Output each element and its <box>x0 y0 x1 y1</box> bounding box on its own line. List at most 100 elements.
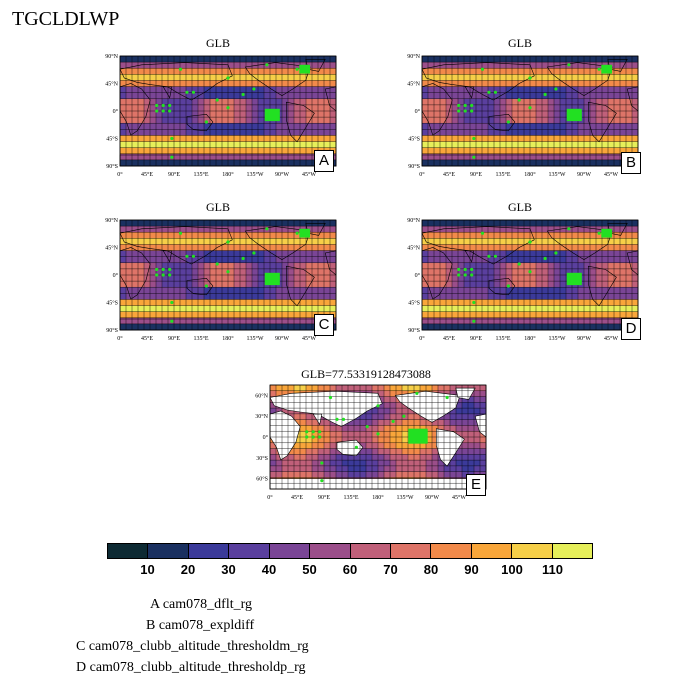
lon-tick-label: 180° <box>222 335 234 342</box>
colorbar-tick-label: 90 <box>464 562 479 577</box>
lat-tick-label: 45°S <box>408 300 420 307</box>
lon-tick-label: 0° <box>419 335 425 342</box>
lat-tick-label: 45°N <box>407 81 420 88</box>
panel-e-title: GLB=77.53319128473088 <box>301 367 431 381</box>
colorbar-tick-label: 30 <box>221 562 236 577</box>
lon-tick-label: 0° <box>267 494 273 501</box>
lat-tick-label: 45°N <box>105 81 118 88</box>
lon-tick-label: 135°W <box>548 171 565 178</box>
lon-tick-label: 135°E <box>495 335 510 342</box>
colorbar-swatch <box>108 544 149 558</box>
colorbar-swatch <box>350 544 391 558</box>
lon-tick-label: 45°E <box>291 494 303 501</box>
colorbar-tick-label: 110 <box>542 562 563 577</box>
colorbar-tick-label: 10 <box>140 562 155 577</box>
lat-tick-label: 30°S <box>256 455 268 462</box>
lat-tick-label: 30°N <box>255 413 268 420</box>
colorbar <box>107 543 593 559</box>
lat-tick-label: 90°N <box>105 218 118 224</box>
colorbar-tick-label: 40 <box>261 562 277 577</box>
lon-tick-label: 45°W <box>604 335 618 342</box>
panel-d-map: 90°N45°N0°45°S90°S0° 45°E 90°E 135°E 180° 135… <box>407 218 639 342</box>
colorbar-swatch <box>471 544 513 558</box>
lat-tick-label: 90°N <box>407 218 420 224</box>
lat-tick-label: 90°S <box>408 163 420 170</box>
panel-c-title: GLB <box>206 200 230 214</box>
lon-tick-label: 90°E <box>470 171 482 178</box>
lon-tick-label: 45°E <box>141 171 153 178</box>
colorbar-swatch <box>269 544 311 558</box>
lat-tick-label: 90°N <box>105 54 118 60</box>
colorbar-tick-label: 80 <box>423 562 439 577</box>
panel-b-map: 90°N45°N0°45°S90°S0° 45°E 90°E 135°E 180° 135… <box>407 54 639 178</box>
lon-tick-label: 135°E <box>343 494 358 501</box>
panel-e-map: 60°N 30°N 0° 30°S 60°S 0° 45°E 90°E 135°E 180° 135… <box>255 384 487 501</box>
lat-tick-label: 90°S <box>106 163 118 170</box>
lon-tick-label: 45°W <box>604 171 618 178</box>
lat-tick-label: 90°N <box>407 54 420 60</box>
lon-tick-label: 90°W <box>577 335 591 342</box>
lat-tick-label: 60°S <box>256 476 268 483</box>
lon-tick-label: 135°W <box>246 335 263 342</box>
lon-tick-label: 0° <box>117 171 123 178</box>
legend-item-c: C cam078_clubb_altitude_thresholdm_rg <box>76 639 309 654</box>
lat-tick-label: 0° <box>113 108 119 115</box>
lat-tick-label: 0° <box>113 272 119 279</box>
lon-tick-label: 90°E <box>168 171 180 178</box>
lon-tick-label: 90°W <box>425 494 439 501</box>
panel-d-title: GLB <box>508 200 532 214</box>
figure-title: TGCLDLWP <box>12 8 120 30</box>
lon-tick-label: 180° <box>524 335 536 342</box>
panel-e-letter: E <box>466 474 486 496</box>
colorbar-tick-label: 100 <box>501 562 523 577</box>
lon-tick-label: 90°W <box>275 335 289 342</box>
panel-c-map: 90°N45°N0°45°S90°S0° 45°E 90°E 135°E 180° 135… <box>105 218 337 342</box>
lat-tick-label: 45°N <box>105 245 118 252</box>
lon-tick-label: 135°E <box>495 171 510 178</box>
lon-tick-label: 135°E <box>193 171 208 178</box>
lat-tick-label: 0° <box>263 434 269 441</box>
lat-tick-label: 45°N <box>407 245 420 252</box>
colorbar-swatch <box>310 544 351 558</box>
colorbar-swatch <box>431 544 472 558</box>
panel-b-title: GLB <box>508 36 532 50</box>
lon-tick-label: 90°W <box>577 171 591 178</box>
colorbar-tick-label: 50 <box>302 562 317 577</box>
colorbar-tick-label: 60 <box>342 562 358 577</box>
colorbar-swatch <box>390 544 432 558</box>
panel-a-title: GLB <box>206 36 230 50</box>
colorbar-swatch <box>229 544 270 558</box>
lat-tick-label: 90°S <box>106 327 118 334</box>
colorbar-tick-label: 20 <box>180 562 196 577</box>
colorbar-swatch <box>552 544 593 558</box>
lon-tick-label: 90°E <box>318 494 330 501</box>
lat-tick-label: 0° <box>415 108 421 115</box>
colorbar-swatch <box>512 544 553 558</box>
lon-tick-label: 135°W <box>396 494 413 501</box>
legend-item-b: B cam078_expldiff <box>146 618 255 633</box>
lon-tick-label: 45°E <box>141 335 153 342</box>
lon-tick-label: 180° <box>372 494 384 501</box>
lat-tick-label: 45°S <box>408 136 420 143</box>
panel-c-letter: C <box>314 314 334 336</box>
lon-tick-label: 135°E <box>193 335 208 342</box>
lon-tick-label: 0° <box>117 335 123 342</box>
lon-tick-label: 180° <box>222 171 234 178</box>
lat-tick-label: 90°S <box>408 327 420 334</box>
legend-item-a: A cam078_dflt_rg <box>150 597 253 612</box>
lon-tick-label: 45°W <box>302 335 316 342</box>
lon-tick-label: 45°E <box>443 335 455 342</box>
colorbar-swatch <box>188 544 230 558</box>
lon-tick-label: 135°W <box>246 171 263 178</box>
lon-tick-label: 90°E <box>470 335 482 342</box>
lon-tick-label: 135°W <box>548 335 565 342</box>
lon-tick-label: 0° <box>419 171 425 178</box>
legend-item-d: D cam078_clubb_altitude_thresholdp_rg <box>76 660 306 675</box>
lon-tick-label: 90°W <box>275 171 289 178</box>
lon-tick-label: 180° <box>524 171 536 178</box>
panel-a-letter: A <box>314 150 334 172</box>
panel-b-letter: B <box>621 152 641 174</box>
lon-tick-label: 90°E <box>168 335 180 342</box>
colorbar-swatch <box>148 544 189 558</box>
colorbar-tick-label: 70 <box>383 562 398 577</box>
